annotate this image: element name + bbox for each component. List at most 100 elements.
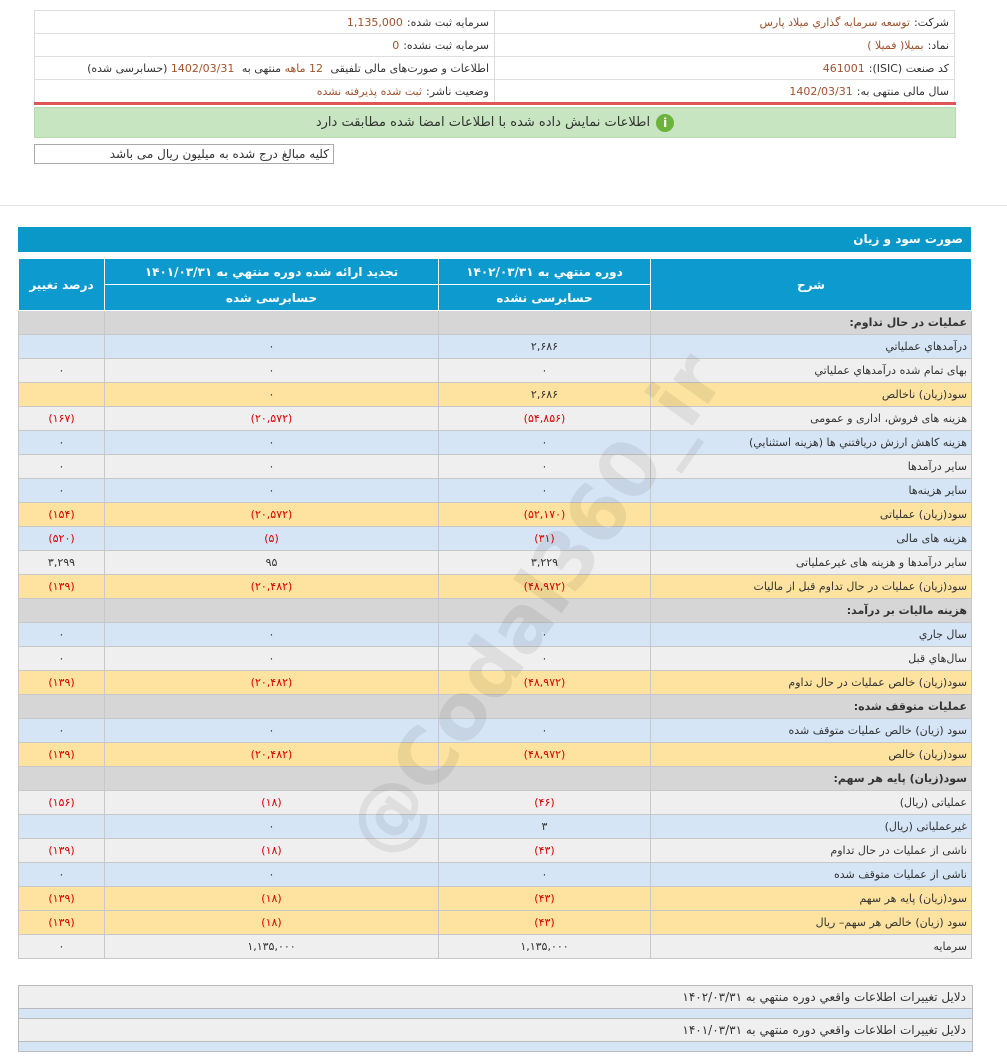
table-row: غیرعملیاتی (ریال) ۳ ۰: [18, 814, 972, 839]
table-row: سود(زیان) پایه هر سهم (۴۳) (۱۸) (۱۳۹): [18, 886, 972, 911]
row-current: ۳,۲۲۹: [438, 550, 651, 575]
section-row: عملیات متوقف شده:: [18, 694, 972, 719]
row-change: ۰: [18, 454, 105, 479]
changes-current-body: [19, 1009, 972, 1019]
section-row: عملیات در حال تداوم:: [18, 310, 972, 335]
row-current: (۴۸,۹۷۲): [438, 670, 651, 695]
row-prior: (۱۸): [104, 790, 439, 815]
info-icon: i: [656, 113, 675, 132]
row-change: ۰: [18, 862, 105, 887]
row-change: [18, 334, 105, 359]
row-current: (۴۶): [438, 790, 651, 815]
row-desc: ناشی از عملیات متوقف شده: [650, 862, 972, 887]
match-notice: i اطلاعات نمایش داده شده با اطلاعات امضا…: [34, 107, 956, 138]
row-current: (۵۴,۸۵۶): [438, 406, 651, 431]
row-prior: (۵): [104, 526, 439, 551]
row-prior: (۲۰,۵۷۲): [104, 406, 439, 431]
table-row: سود(زيان) خالص (۴۸,۹۷۲) (۲۰,۴۸۲) (۱۳۹): [18, 742, 972, 767]
table-row: سود(زيان) عمليات در حال تداوم قبل از مال…: [18, 574, 972, 599]
row-current: ۰: [438, 454, 651, 479]
table-row: عملیاتی (ریال) (۴۶) (۱۸) (۱۵۶): [18, 790, 972, 815]
row-prior: (۱۸): [104, 910, 439, 935]
row-prior: ۹۵: [104, 550, 439, 575]
statement-title: صورت سود و زیان: [18, 227, 971, 252]
row-current: ۲,۶۸۶: [438, 382, 651, 407]
row-current: ۲,۶۸۶: [438, 334, 651, 359]
table-row: هزينه كاهش ارزش دريافتني ها (هزينه استثن…: [18, 430, 972, 455]
row-change: (۱۳۹): [18, 742, 105, 767]
row-prior: ۰: [104, 478, 439, 503]
row-change: ۰: [18, 934, 105, 959]
row-current: [438, 694, 651, 719]
row-desc: سود(زیان) پایه هر سهم: [650, 886, 972, 911]
row-current: ۰: [438, 622, 651, 647]
row-current: [438, 598, 651, 623]
unregistered-capital-field: سرمایه ثبت نشده:0: [34, 33, 495, 57]
row-current: ۰: [438, 718, 651, 743]
row-current: (۴۸,۹۷۲): [438, 742, 651, 767]
row-change: ۳,۲۹۹: [18, 550, 105, 575]
publisher-status-field: وضعیت ناشر:ثبت شده پذيرفته نشده: [34, 79, 495, 103]
row-prior: ۰: [104, 334, 439, 359]
income-statement-table: شرح دوره منتهي به ۱۴۰۲/۰۳/۳۱ تجديد ارائه…: [18, 258, 972, 959]
isic-field: کد صنعت (ISIC):461001: [494, 56, 955, 80]
table-row: درآمدهاي عملياتي ۲,۶۸۶ ۰: [18, 334, 972, 359]
row-prior: (۲۰,۵۷۲): [104, 502, 439, 527]
company-value: توسعه سرمايه گذاري ميلاد پارس: [759, 15, 910, 29]
row-current: (۵۲,۱۷۰): [438, 502, 651, 527]
row-desc: ناشی از عملیات در حال تداوم: [650, 838, 972, 863]
statements-field: اطلاعات و صورت‌های مالی تلفیقی 12 ماهه م…: [34, 56, 495, 80]
row-prior: [104, 766, 439, 791]
row-change: (۵۲۰): [18, 526, 105, 551]
row-desc: غیرعملیاتی (ریال): [650, 814, 972, 839]
row-current: (۴۸,۹۷۲): [438, 574, 651, 599]
row-prior: ۰: [104, 454, 439, 479]
row-prior: (۱۸): [104, 886, 439, 911]
changes-current: دلايل تغييرات اطلاعات واقعي دوره منتهي ب…: [19, 986, 972, 1009]
row-change: (۱۳۹): [18, 670, 105, 695]
row-prior: ۰: [104, 382, 439, 407]
row-change: (۱۵۶): [18, 790, 105, 815]
table-row: سایر هزینه‌ها ۰ ۰ ۰: [18, 478, 972, 503]
row-desc: سود(زیان) پایه هر سهم:: [650, 766, 972, 791]
row-change: (۱۳۹): [18, 838, 105, 863]
row-current: ۰: [438, 862, 651, 887]
row-desc: سرمایه: [650, 934, 972, 959]
header-desc: شرح: [650, 258, 972, 311]
row-change: (۱۶۷): [18, 406, 105, 431]
table-row: ساير درآمدها ۰ ۰ ۰: [18, 454, 972, 479]
row-change: ۰: [18, 358, 105, 383]
row-current: (۳۱): [438, 526, 651, 551]
row-change: ۰: [18, 622, 105, 647]
changes-box: دلايل تغييرات اطلاعات واقعي دوره منتهي ب…: [18, 985, 973, 1052]
row-desc: سود(زيان) خالص عمليات در حال تداوم: [650, 670, 972, 695]
table-row: ساير درآمدها و هزينه هاى غيرعملياتى ۳,۲۲۹…: [18, 550, 972, 575]
row-prior: ۰: [104, 646, 439, 671]
row-prior: ۱,۱۳۵,۰۰۰: [104, 934, 439, 959]
row-desc: سود(زيان) عمليات در حال تداوم قبل از مال…: [650, 574, 972, 599]
table-row: هزينه هاى مالى (۳۱) (۵) (۵۲۰): [18, 526, 972, 551]
row-current: (۴۳): [438, 886, 651, 911]
table-row: سود(زيان) خالص عمليات در حال تداوم (۴۸,۹۷…: [18, 670, 972, 695]
row-prior: [104, 598, 439, 623]
row-desc: هزينه كاهش ارزش دريافتني ها (هزينه استثن…: [650, 430, 972, 455]
header-current: دوره منتهي به ۱۴۰۲/۰۳/۳۱: [438, 258, 651, 285]
row-current: ۱,۱۳۵,۰۰۰: [438, 934, 651, 959]
row-prior: (۱۸): [104, 838, 439, 863]
row-current: ۰: [438, 430, 651, 455]
row-desc: سود (زيان) خالص عمليات متوقف شده: [650, 718, 972, 743]
row-prior: ۰: [104, 814, 439, 839]
company-info-table: شرکت:توسعه سرمايه گذاري ميلاد پارس سرمای…: [34, 10, 955, 103]
row-current: [438, 310, 651, 335]
row-current: ۳: [438, 814, 651, 839]
row-desc: هزینه مالیات بر درآمد:: [650, 598, 972, 623]
row-desc: سایر هزینه‌ها: [650, 478, 972, 503]
row-change: ۰: [18, 478, 105, 503]
fiscal-year-field: سال مالی منتهی به:1402/03/31: [494, 79, 955, 103]
header-change: درصد تغییر: [18, 258, 105, 311]
row-desc: سود(زيان) خالص: [650, 742, 972, 767]
table-row: ناشی از عملیات در حال تداوم (۴۳) (۱۸) (۱۳۹): [18, 838, 972, 863]
table-row: سال جاري ۰ ۰ ۰: [18, 622, 972, 647]
row-change: (۱۳۹): [18, 574, 105, 599]
row-change: ۰: [18, 718, 105, 743]
